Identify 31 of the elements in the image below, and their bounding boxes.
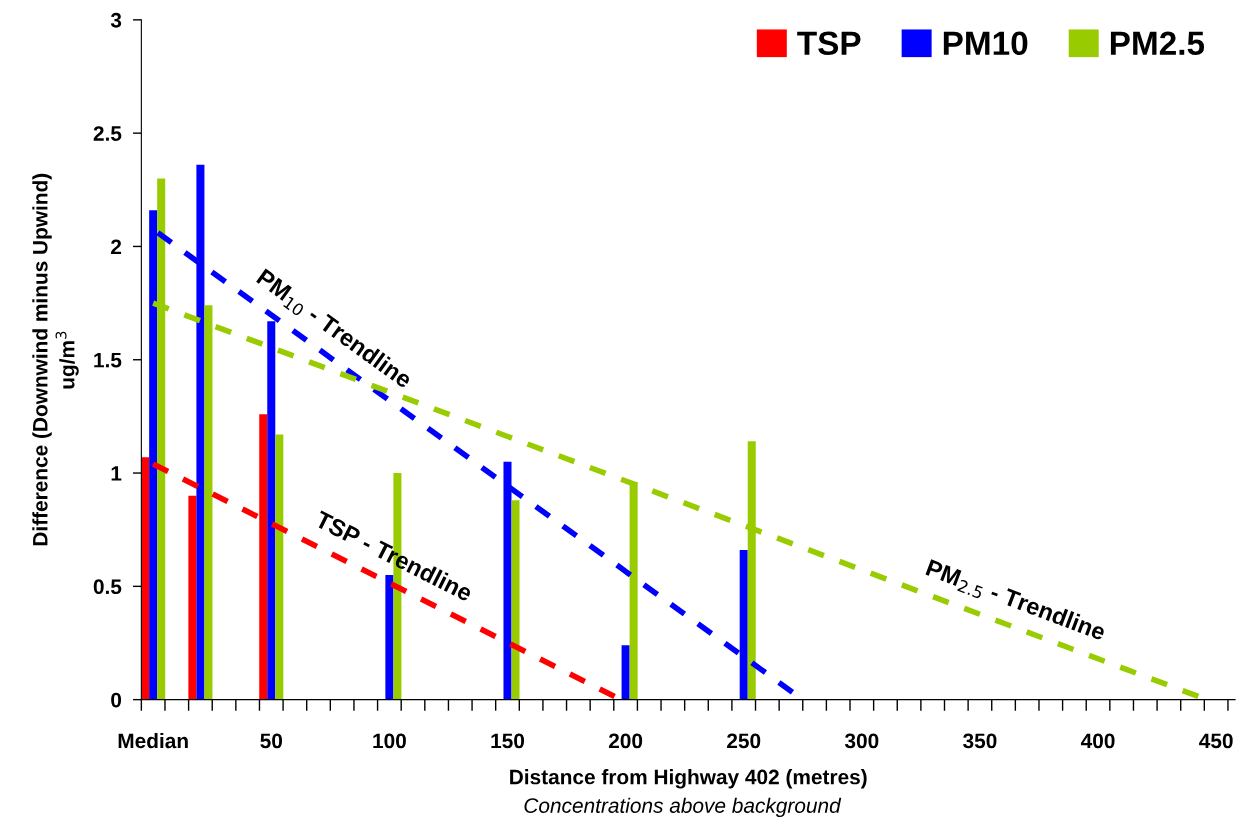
y-tick-label: 2.5 xyxy=(93,126,122,141)
y-tick-label: 0.5 xyxy=(93,579,122,595)
text: Concentrations above background xyxy=(524,797,842,818)
y-tick-label: 2 xyxy=(111,239,122,254)
bar xyxy=(141,457,150,700)
x-tick-label: 200 xyxy=(608,733,643,749)
x-tick-label: 350 xyxy=(963,733,997,749)
x-tick-label: 100 xyxy=(373,733,406,749)
x-tick-label: 150 xyxy=(491,733,525,749)
x-tick-label: Median xyxy=(118,732,188,749)
y-axis-title: Difference (Downwind minus Upwind) ug/m$^{3}$ xyxy=(32,173,79,546)
legend-label: PM10 xyxy=(943,31,1028,56)
bar xyxy=(188,495,197,700)
x-axis-title: Distance from Highway 402 (metres) xyxy=(510,769,867,789)
annotation: PM$_{2.5}$ - Trendline xyxy=(924,558,1107,645)
x-tick-label: 300 xyxy=(844,733,879,749)
x-tick-label: 450 xyxy=(1199,733,1233,749)
bar xyxy=(204,305,213,700)
y-tick-label: 1.5 xyxy=(94,352,122,368)
y-tick-label: 1 xyxy=(111,466,122,481)
legend-label: PM2.5 xyxy=(1110,31,1205,56)
bar xyxy=(621,645,630,700)
bar xyxy=(275,434,284,700)
x-tick-label: 50 xyxy=(260,733,283,749)
annotation: PM$_{10}$ - Trendline xyxy=(253,267,414,392)
x-tick-label: 250 xyxy=(727,733,761,749)
bar xyxy=(511,500,520,700)
legend-label: TSP xyxy=(797,31,861,56)
y-tick-label: 0 xyxy=(111,692,122,708)
x-tick-label: 400 xyxy=(1080,733,1115,749)
y-tick-label: 3 xyxy=(110,12,122,28)
